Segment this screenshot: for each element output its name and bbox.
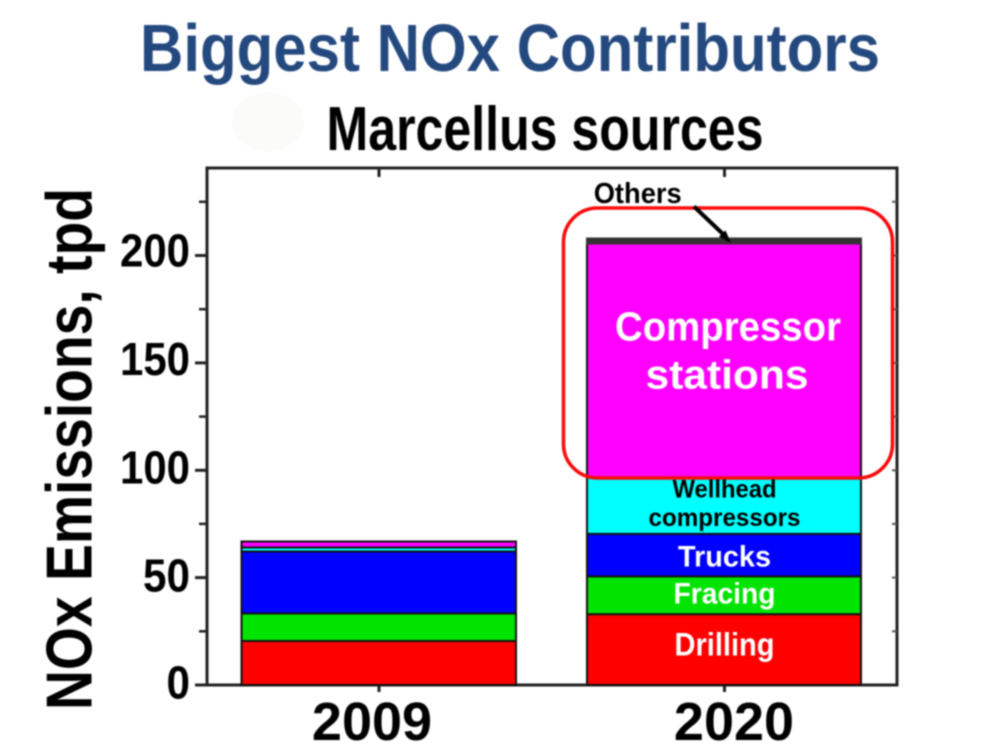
svg-text:100: 100 [120, 442, 190, 494]
svg-text:Others: Others [594, 178, 682, 210]
svg-text:150: 150 [120, 333, 190, 385]
svg-text:50: 50 [143, 550, 190, 602]
svg-text:Fracing: Fracing [674, 578, 776, 611]
svg-text:200: 200 [120, 225, 190, 277]
svg-text:Wellhead: Wellhead [673, 476, 777, 504]
svg-text:2020: 2020 [674, 692, 794, 752]
svg-text:Trucks: Trucks [678, 541, 771, 574]
svg-text:Marcellus sources: Marcellus sources [327, 95, 764, 164]
svg-text:Biggest NOx Contributors: Biggest NOx Contributors [140, 11, 880, 86]
svg-text:Compressor: Compressor [615, 304, 841, 350]
svg-text:stations: stations [646, 352, 809, 398]
svg-text:2009: 2009 [312, 692, 432, 752]
svg-text:compressors: compressors [649, 504, 801, 532]
svg-text:0: 0 [167, 657, 191, 709]
svg-text:Drilling: Drilling [675, 627, 775, 663]
svg-text:NOx Emissions, tpd: NOx Emissions, tpd [33, 188, 106, 710]
